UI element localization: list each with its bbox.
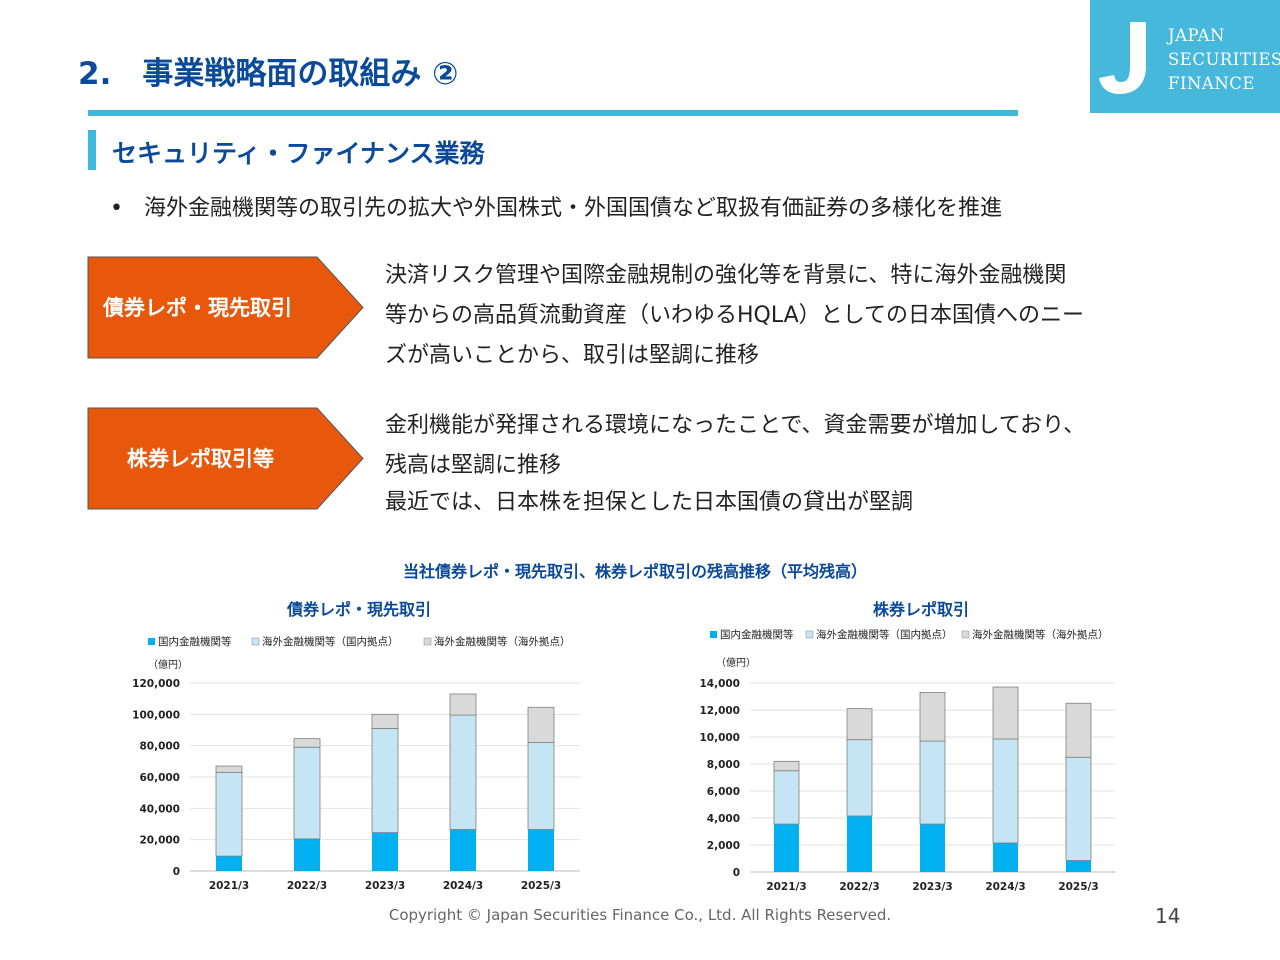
bar-segment xyxy=(215,765,243,773)
bar-segment xyxy=(293,746,321,840)
y-tick-label: 80,000 xyxy=(139,741,180,753)
y-tick-label: 20,000 xyxy=(139,835,180,847)
legend-label: 国内金融機関等 xyxy=(158,635,232,648)
description-line: 等からの高品質流動資産（いわゆるHQLA）としての日本国債へのニー xyxy=(385,303,1085,328)
y-tick-label: 40,000 xyxy=(139,803,180,815)
legend-swatch xyxy=(710,631,717,638)
x-tick-label: 2025/3 xyxy=(1058,881,1098,893)
charts-title: 当社債券レポ・現先取引、株券レポ取引の残高推移（平均残高） xyxy=(402,562,867,581)
x-tick-label: 2022/3 xyxy=(839,881,879,893)
description-line: 最近では、日本株を担保とした日本国債の貸出が堅調 xyxy=(385,490,914,515)
bar-segment xyxy=(846,739,873,817)
legend-swatch xyxy=(961,630,970,639)
bar-segment xyxy=(992,686,1019,740)
copyright: Copyright © Japan Securities Finance Co.… xyxy=(388,906,892,924)
bar-segment xyxy=(371,713,399,729)
page-number: 14 xyxy=(1155,904,1181,928)
item-label-bond-repo: 債券レポ・現先取引 xyxy=(103,296,292,320)
x-tick-label: 2021/3 xyxy=(766,881,806,893)
item-arrow-bond-repo xyxy=(87,256,364,359)
legend-swatch xyxy=(805,630,814,639)
y-axis-unit-label: （億円） xyxy=(716,656,756,669)
legend-label: 海外金融機関等（海外拠点） xyxy=(972,628,1109,641)
y-tick-label: 14,000 xyxy=(699,678,740,690)
bar-segment xyxy=(372,832,398,871)
y-tick-label: 60,000 xyxy=(139,772,180,784)
y-tick-label: 6,000 xyxy=(707,786,740,798)
title-rule xyxy=(88,110,1018,116)
bar-segment xyxy=(1065,702,1092,758)
item-description-equity-repo: 金利機能が発揮される環境になったことで、資金需要が増加しており、 残高は堅調に推… xyxy=(385,406,1085,523)
item-label-equity-repo: 株券レポ取引等 xyxy=(127,447,274,471)
chart-equity-repo: 国内金融機関等 海外金融機関等（国内拠点） 海外金融機関等（海外拠点） （億円） 0 2,… xyxy=(699,628,1115,893)
x-tick-label: 2022/3 xyxy=(287,880,327,892)
logo-text-line2: SECURITIES xyxy=(1168,50,1280,69)
bar-segment xyxy=(450,829,476,871)
bullet-icon: • xyxy=(110,196,123,221)
y-tick-label: 0 xyxy=(173,866,180,878)
bar-segment xyxy=(449,693,477,716)
bar-segment xyxy=(919,740,946,825)
bar-segment xyxy=(920,824,945,872)
bar-segment xyxy=(294,838,320,871)
description-line: 残高は堅調に推移 xyxy=(385,453,562,478)
y-axis-unit-label: （億円） xyxy=(148,658,188,671)
y-tick-label: 8,000 xyxy=(707,759,740,771)
x-tick-label: 2023/3 xyxy=(365,880,405,892)
bar-segment xyxy=(527,706,555,743)
chart-bond-repo: 国内金融機関等 海外金融機関等（国内拠点） 海外金融機関等（海外拠点） （億円） 0 20… xyxy=(132,635,580,892)
item-arrow-equity-repo xyxy=(87,407,364,510)
bar-segment xyxy=(1065,756,1092,861)
chart-title-equity-repo: 株券レポ取引 xyxy=(873,600,970,619)
company-logo: JAPAN SECURITIES FINANCE xyxy=(1090,0,1280,113)
description-line: 金利機能が発揮される環境になったことで、資金需要が増加しており、 xyxy=(385,413,1086,438)
x-tick-label: 2024/3 xyxy=(985,881,1025,893)
legend-swatch xyxy=(251,637,260,646)
legend-label: 海外金融機関等（国内拠点） xyxy=(816,628,953,641)
section-title: セキュリティ・ファイナンス業務 xyxy=(112,139,485,168)
y-tick-label: 4,000 xyxy=(707,813,740,825)
legend-swatch xyxy=(423,637,432,646)
bar-segment xyxy=(528,829,554,871)
description-line: 決済リスク管理や国際金融規制の強化等を背景に、特に海外金融機関 xyxy=(385,263,1067,288)
bar-segment xyxy=(773,770,800,825)
logo-text-line3: FINANCE xyxy=(1168,74,1255,93)
x-tick-label: 2024/3 xyxy=(443,880,483,892)
item-description-bond-repo: 決済リスク管理や国際金融規制の強化等を背景に、特に海外金融機関 等からの高品質流… xyxy=(385,256,1084,376)
y-tick-label: 100,000 xyxy=(132,709,180,721)
bar-segment xyxy=(371,728,399,834)
page-title: 2. 事業戦略面の取組み ② xyxy=(78,56,459,92)
logo-j-icon xyxy=(1099,22,1146,94)
legend-label: 海外金融機関等（国内拠点） xyxy=(262,635,399,648)
section-marker xyxy=(88,130,96,170)
y-tick-label: 120,000 xyxy=(132,678,180,690)
bar-segment xyxy=(527,742,555,830)
x-tick-label: 2021/3 xyxy=(209,880,249,892)
x-tick-label: 2025/3 xyxy=(521,880,561,892)
y-tick-label: 10,000 xyxy=(699,732,740,744)
bar-segment xyxy=(919,692,946,742)
bar-segment xyxy=(215,771,243,857)
y-tick-label: 0 xyxy=(733,867,740,879)
y-tick-label: 12,000 xyxy=(699,705,740,717)
bar-segment xyxy=(1066,860,1091,872)
y-tick-label: 2,000 xyxy=(707,840,740,852)
bar-segment xyxy=(216,856,242,871)
bullet-text: 海外金融機関等の取引先の拡大や外国株式・外国国債など取扱有価証券の多様化を推進 xyxy=(144,196,1003,221)
x-tick-label: 2023/3 xyxy=(912,881,952,893)
bar-segment xyxy=(846,708,873,741)
bar-segment xyxy=(992,738,1019,844)
bar-segment xyxy=(293,738,321,748)
bar-segment xyxy=(847,815,872,872)
bar-segment xyxy=(774,824,799,872)
chart-title-bond-repo: 債券レポ・現先取引 xyxy=(287,600,432,619)
legend-label: 国内金融機関等 xyxy=(720,628,794,641)
legend-swatch xyxy=(148,638,155,645)
bar-segment xyxy=(449,714,477,830)
bar-segment xyxy=(773,760,800,772)
logo-text-line1: JAPAN xyxy=(1168,26,1225,45)
bar-segment xyxy=(993,842,1018,872)
legend-label: 海外金融機関等（海外拠点） xyxy=(434,635,571,648)
description-line: ズが高いことから、取引は堅調に推移 xyxy=(385,343,760,368)
